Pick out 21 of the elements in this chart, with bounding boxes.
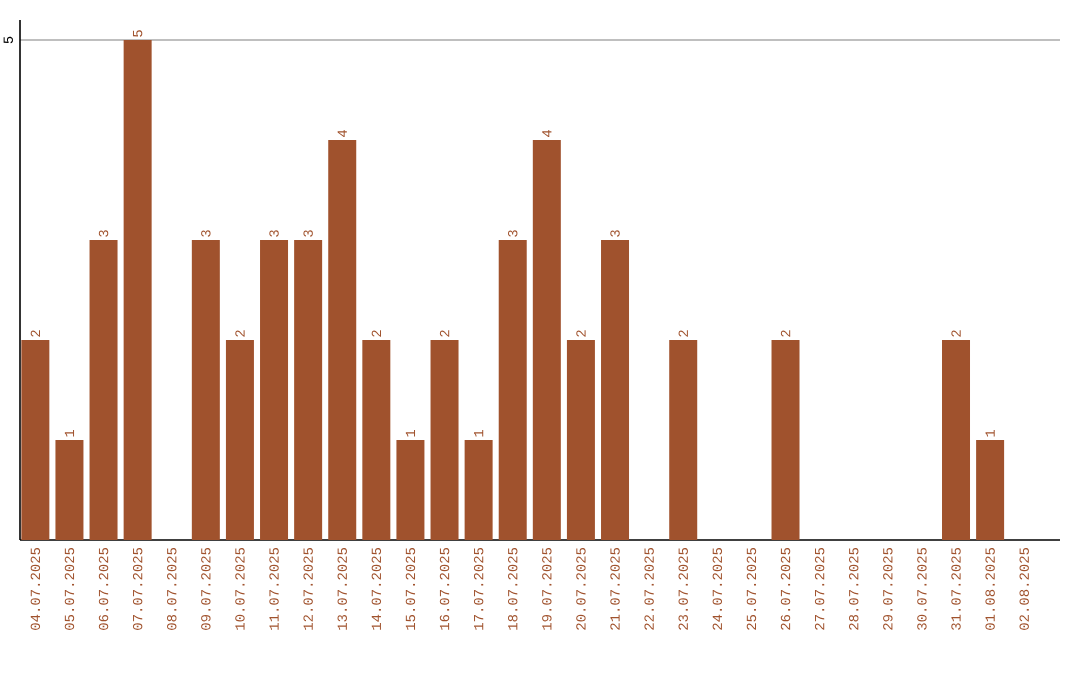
bar <box>498 240 527 540</box>
bar <box>430 340 459 540</box>
bar <box>225 340 254 540</box>
bar <box>771 340 800 540</box>
bar <box>464 440 493 540</box>
bar <box>976 440 1005 540</box>
bar <box>396 440 425 540</box>
bar <box>532 140 561 540</box>
bar <box>669 340 698 540</box>
bar <box>55 440 84 540</box>
bar <box>942 340 971 540</box>
bar <box>601 240 630 540</box>
bar <box>566 340 595 540</box>
bar <box>328 140 357 540</box>
bar <box>123 40 152 540</box>
bar <box>89 240 118 540</box>
bar <box>362 340 391 540</box>
bar <box>294 240 323 540</box>
bar <box>260 240 289 540</box>
bar <box>191 240 220 540</box>
bar <box>21 340 50 540</box>
